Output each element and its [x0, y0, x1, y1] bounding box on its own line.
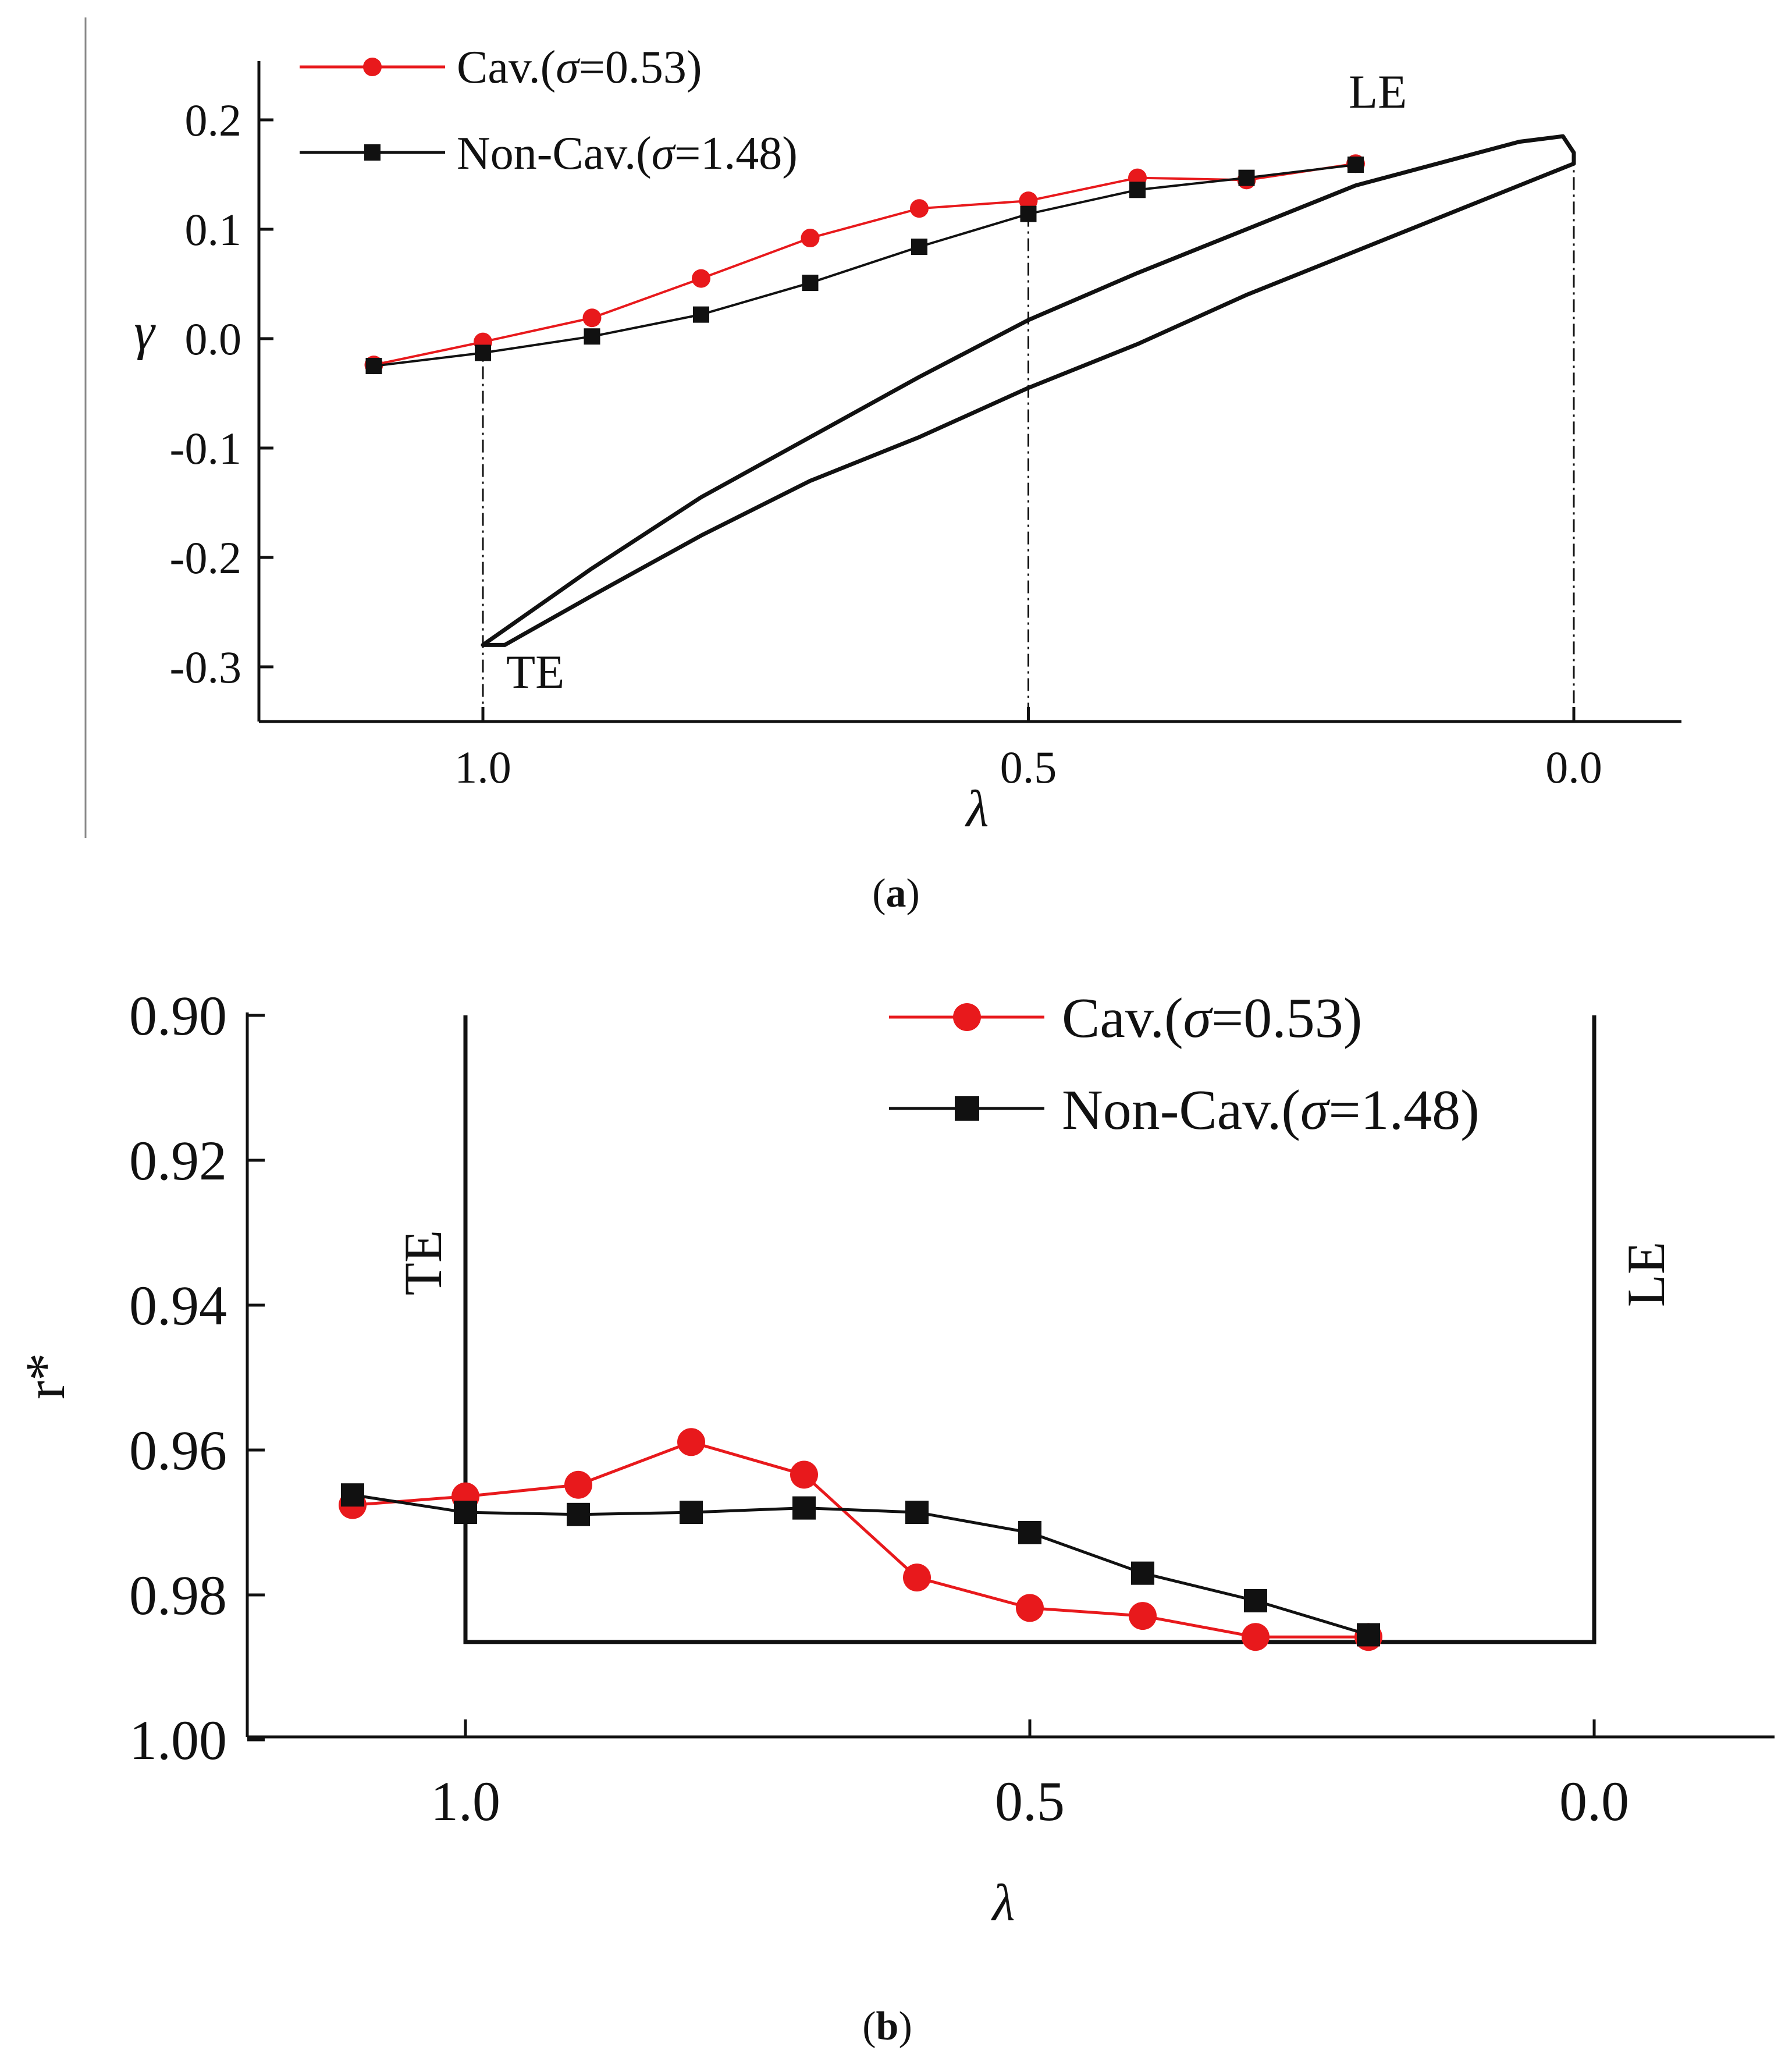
x-tick-label: 1.0 [431, 1770, 500, 1832]
data-point-square [802, 275, 819, 292]
data-point-circle [677, 1428, 705, 1456]
legend-label-noncav-b: Non-Cav.(σ=1.48) [1062, 1079, 1480, 1142]
y-tick-label: -0.2 [170, 532, 241, 583]
panel-a: 0.2 0.1 0.0 -0.1 -0.2 -0.3 1.0 0.5 0.0 λ γ LE T… [84, 17, 1681, 916]
x-tick-label: 0.0 [1545, 742, 1602, 793]
x-ticks-b: 1.0 0.5 0.0 [431, 1719, 1629, 1832]
data-point-square [365, 358, 382, 374]
data-point-circle [1129, 1602, 1157, 1630]
reference-lines-a [482, 152, 1575, 722]
y-tick-label: 0.0 [185, 314, 242, 364]
y-ticks-b: 0.90 0.92 0.94 0.96 0.98 1.00 [129, 985, 265, 1771]
data-point-square [911, 239, 927, 255]
panel-label-a: (a) [872, 871, 920, 916]
data-point-circle [1019, 191, 1038, 211]
x-tick-label: 0.5 [1000, 742, 1057, 793]
data-point-square [1357, 1623, 1380, 1647]
data-point-square [1131, 1561, 1154, 1585]
data-point-square [905, 1501, 929, 1525]
legend-marker-noncav-b [955, 1096, 979, 1121]
le-label-a: LE [1349, 65, 1407, 118]
series-line [374, 162, 1356, 367]
y-ticks-a: 0.2 0.1 0.0 -0.1 -0.2 -0.3 [170, 95, 273, 692]
data-point-circle [1016, 1594, 1044, 1622]
data-point-square [584, 328, 600, 345]
data-point-circle [790, 1461, 818, 1489]
legend-marker-cav-a [363, 58, 382, 76]
legend-b: Cav.(σ=0.53) Non-Cav.(σ=1.48) [889, 987, 1480, 1142]
data-point-square [341, 1483, 364, 1507]
x-tick-label: 1.0 [454, 742, 511, 793]
y-tick-label: 0.1 [185, 204, 242, 255]
data-point-square [475, 344, 491, 361]
series-line [352, 1493, 1369, 1636]
data-point-square [680, 1501, 703, 1525]
legend-marker-cav-b [953, 1003, 981, 1031]
blade-frame [463, 1015, 1597, 1644]
data-point-circle [903, 1563, 931, 1592]
x-axis-label-b: λ [991, 1874, 1015, 1932]
panel-b: 0.900.920.940.960.981.00 1.0 0.5 0.0 λ r* … [14, 985, 1775, 2049]
data-point-circle [692, 269, 710, 288]
data-point-square [1018, 1520, 1041, 1544]
legend-a: Cav.(σ=0.53) Non-Cav.(σ=1.48) [300, 42, 798, 179]
data-point-square [454, 1501, 477, 1525]
legend-label-cav-a: Cav.(σ=0.53) [457, 42, 702, 93]
y-tick-label: 0.96 [129, 1419, 227, 1481]
y-tick-label: 0.98 [129, 1564, 227, 1626]
data-point-square [1244, 1589, 1267, 1612]
series-b [339, 1428, 1382, 1651]
data-point-square [693, 306, 709, 323]
y-axis-label-a: γ [134, 303, 156, 361]
data-point-square [1020, 205, 1037, 222]
data-point-square [1347, 157, 1364, 173]
x-ticks-a: 1.0 0.5 0.0 [454, 707, 1602, 793]
data-point-square [567, 1502, 590, 1526]
data-point-circle [801, 229, 820, 248]
legend-marker-noncav-a [364, 144, 381, 161]
data-point-square [1238, 169, 1255, 186]
data-point-circle [1242, 1623, 1270, 1651]
blade-profile [481, 134, 1576, 647]
legend-label-noncav-a: Non-Cav.(σ=1.48) [457, 128, 798, 179]
data-point-circle [910, 199, 929, 218]
x-axis-label-a: λ [965, 780, 989, 838]
x-tick-label: 0.5 [995, 1770, 1065, 1832]
te-label-b: TE [393, 1230, 453, 1295]
y-tick-label: 0.92 [129, 1129, 227, 1192]
y-tick-label: -0.3 [170, 642, 241, 692]
data-point-square [1129, 182, 1146, 198]
y-tick-label: 0.2 [185, 95, 242, 145]
series-line [374, 164, 1356, 367]
data-point-square [792, 1496, 816, 1520]
y-axis-label-b: r* [14, 1353, 76, 1399]
y-tick-label: 1.00 [129, 1709, 227, 1771]
data-point-circle [582, 308, 602, 328]
data-point-circle [564, 1470, 592, 1499]
te-label-a: TE [506, 645, 564, 698]
y-tick-label: -0.1 [170, 423, 241, 474]
series-line [352, 1440, 1368, 1639]
y-tick-label: 0.94 [129, 1274, 227, 1337]
series-a [364, 154, 1365, 375]
panel-label-b: (b) [862, 2004, 912, 2049]
legend-label-cav-b: Cav.(σ=0.53) [1062, 987, 1362, 1050]
x-tick-label: 0.0 [1559, 1770, 1629, 1832]
y-tick-label: 0.90 [129, 985, 227, 1047]
le-label-b: LE [1616, 1242, 1676, 1307]
